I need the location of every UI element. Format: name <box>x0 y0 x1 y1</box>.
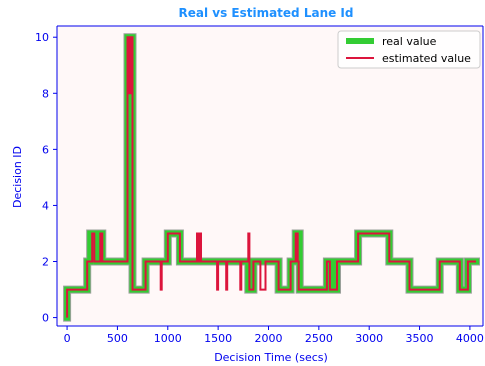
series-layer <box>63 33 480 322</box>
legend-entry-label: estimated value <box>382 52 471 65</box>
legend-entry-label: real value <box>382 35 437 48</box>
x-tick-label: 0 <box>64 332 71 345</box>
x-tick-label: 500 <box>107 332 128 345</box>
y-tick-label: 4 <box>42 199 49 212</box>
x-tick-label: 2500 <box>305 332 333 345</box>
legend: real value estimated value <box>337 30 481 69</box>
x-tick-label: 3000 <box>355 332 383 345</box>
y-axis-label: Decision ID <box>11 146 24 208</box>
y-tick-label: 10 <box>35 31 49 44</box>
y-tick-label: 2 <box>42 256 49 269</box>
x-tick-label: 1000 <box>154 332 182 345</box>
y-tick-label: 6 <box>42 143 49 156</box>
x-tick-label: 1500 <box>204 332 232 345</box>
y-tick-label: 0 <box>42 312 49 325</box>
x-tick-label: 2000 <box>254 332 282 345</box>
y-tick-label: 8 <box>42 87 49 100</box>
estimated-value-line <box>66 36 476 318</box>
chart-title: Real vs Estimated Lane Id <box>178 6 353 20</box>
plot-area <box>57 26 483 326</box>
axis-layer: 0 500 1000 1500 2000 2500 3000 3500 4000 0 2 4 6 8 10 <box>35 25 484 345</box>
x-tick-label: 3500 <box>406 332 434 345</box>
x-tick-label: 4000 <box>456 332 484 345</box>
x-axis-label: Decision Time (secs) <box>214 351 328 364</box>
